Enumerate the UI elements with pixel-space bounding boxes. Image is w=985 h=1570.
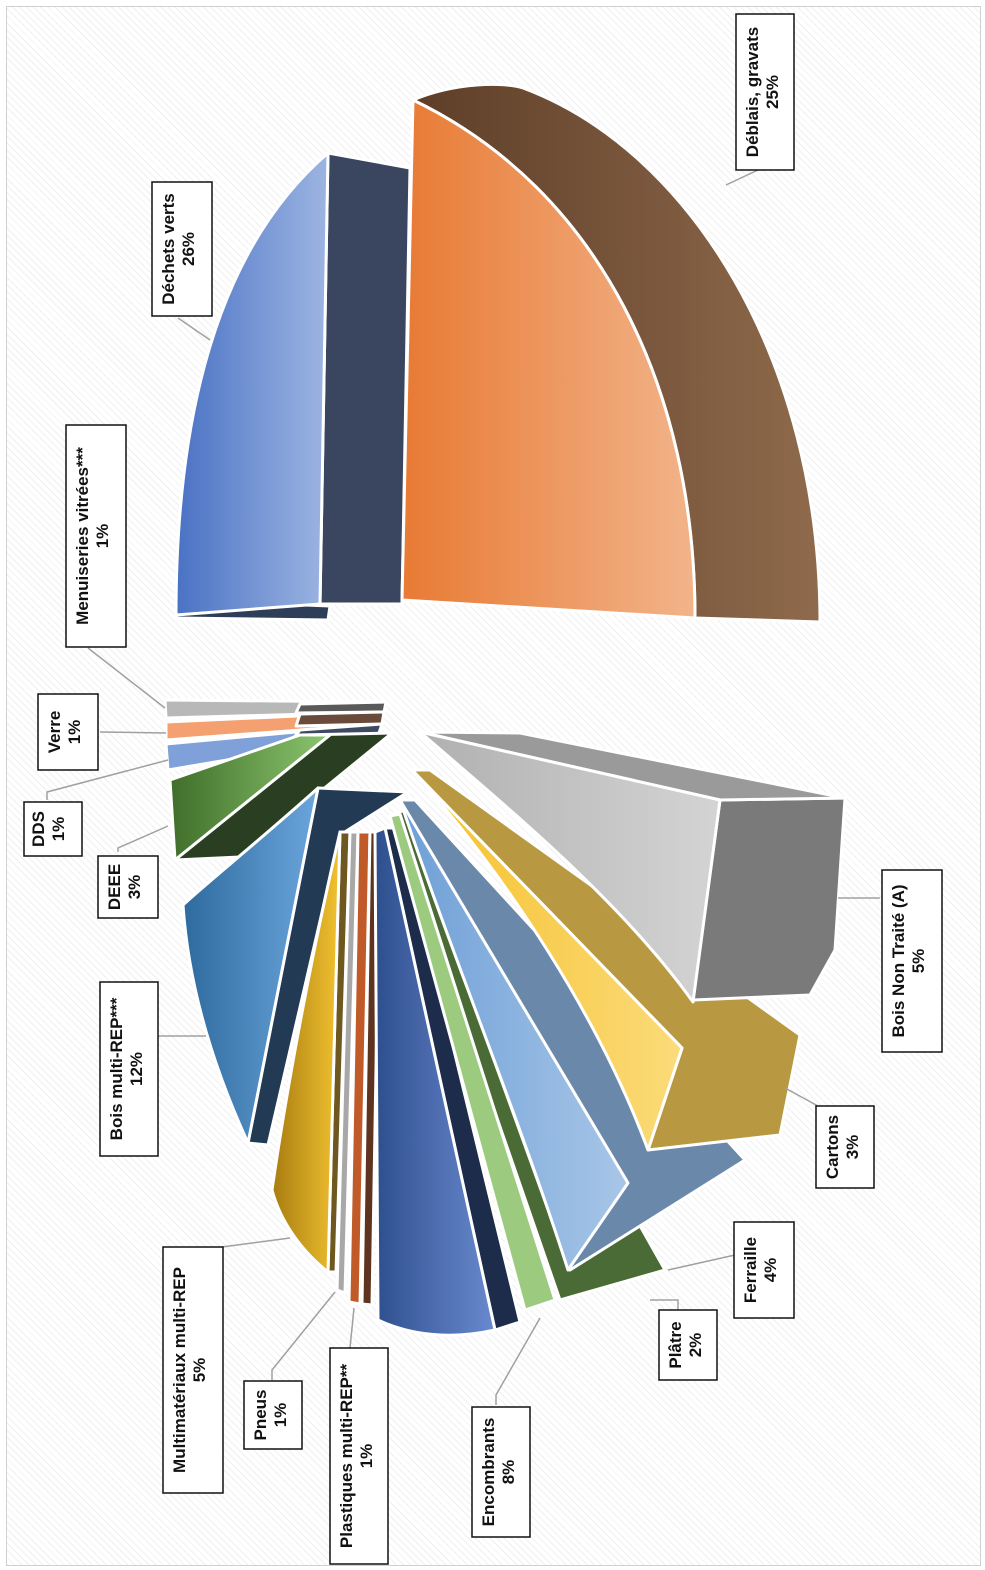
label-deee-value: 3%: [125, 875, 144, 900]
leader-lines: [46, 169, 880, 1405]
label-deblais-gravats: Déblais, gravats 25%: [735, 13, 795, 171]
label-bois-non-traite-name: Bois Non Traité (A): [889, 884, 908, 1037]
label-deee: DEEE 3%: [97, 855, 159, 919]
label-pneus-name: Pneus: [251, 1389, 270, 1440]
label-dds: DDS 1%: [23, 801, 83, 857]
leader-dechets-verts: [177, 317, 211, 341]
label-platre-value: 2%: [686, 1333, 705, 1358]
label-ferraille-name: Ferraille: [741, 1237, 760, 1303]
label-verre-name: Verre: [45, 711, 64, 754]
slice-platre: [388, 812, 557, 1312]
slice-group-top: [174, 82, 822, 624]
slice-deblais-gravats: [400, 98, 697, 620]
label-pneus: Pneus 1%: [243, 1380, 303, 1450]
leader-deblais-gravats: [725, 169, 759, 186]
label-bois-multi-rep-name: Bois multi-REP***: [107, 997, 126, 1140]
leader-pneus: [271, 1291, 336, 1380]
label-dechets-verts-name: Déchets verts: [159, 193, 178, 305]
label-plastiques-multi-rep: Plastiques multi-REP** 1%: [329, 1347, 389, 1565]
label-multimateriaux: Multimatériaux multi-REP 5%: [162, 1246, 224, 1494]
label-deblais-gravats-value: 25%: [763, 75, 782, 109]
label-dds-name: DDS: [29, 811, 48, 847]
leader-menuiseries-vitrees: [87, 647, 166, 709]
slice-bois-non-traite: [418, 730, 722, 1004]
label-ferraille: Ferraille 4%: [733, 1221, 795, 1319]
leader-dds: [46, 759, 169, 800]
label-deblais-gravats-name: Déblais, gravats: [743, 27, 762, 157]
label-cartons-value: 3%: [843, 1135, 862, 1160]
leader-verre: [99, 731, 167, 734]
label-multimateriaux-value: 5%: [190, 1358, 209, 1383]
slice-deee-side: [173, 731, 394, 862]
label-bois-multi-rep-value: 12%: [127, 1052, 146, 1086]
leader-encombrants: [495, 1317, 541, 1405]
leader-plastiques: [349, 1307, 355, 1349]
slice-multimateriaux: [270, 830, 342, 1274]
slice-ferraille: [398, 798, 630, 1272]
data-labels: Déblais, gravats 25% Déchets verts 26% M…: [23, 13, 943, 1565]
leader-deee: [117, 825, 169, 852]
label-encombrants-value: 8%: [499, 1460, 518, 1485]
slice-bois-multi-rep: [181, 786, 320, 1145]
slice-dechets-verts-side: [318, 151, 412, 606]
leader-multimateriaux: [221, 1237, 291, 1248]
label-bois-multi-rep: Bois multi-REP*** 12%: [99, 981, 159, 1157]
leader-cartons: [784, 1087, 819, 1107]
slice-dechets-verts: [174, 151, 330, 617]
label-menuiseries-vitrees-name: Menuiseries vitrées***: [73, 447, 92, 625]
slice-plastiques-multi-rep: [347, 830, 372, 1306]
label-platre: Plâtre 2%: [658, 1309, 718, 1381]
label-dechets-verts-value: 26%: [179, 232, 198, 266]
label-verre-value: 1%: [65, 720, 84, 745]
leader-ferraille: [667, 1254, 736, 1271]
label-cartons: Cartons 3%: [815, 1105, 875, 1189]
slice-group-bottom: [163, 698, 847, 1337]
label-verre: Verre 1%: [37, 693, 99, 771]
label-bois-non-traite: Bois Non Traité (A) 5%: [881, 869, 943, 1053]
label-encombrants-name: Encombrants: [479, 1418, 498, 1527]
label-multimateriaux-name: Multimatériaux multi-REP: [170, 1267, 189, 1473]
label-bois-non-traite-value: 5%: [909, 949, 928, 974]
label-plastiques-multi-rep-name: Plastiques multi-REP**: [337, 1364, 356, 1549]
label-menuiseries-vitrees-value: 1%: [93, 524, 112, 549]
slice-encombrants: [373, 826, 497, 1337]
label-menuiseries-vitrees: Menuiseries vitrées*** 1%: [65, 424, 127, 648]
label-dds-value: 1%: [49, 817, 68, 842]
label-ferraille-value: 4%: [761, 1258, 780, 1283]
label-plastiques-multi-rep-value: 1%: [357, 1444, 376, 1469]
slice-pneus: [335, 830, 360, 1295]
label-pneus-value: 1%: [271, 1403, 290, 1428]
label-platre-name: Plâtre: [666, 1321, 685, 1368]
label-deee-name: DEEE: [105, 864, 124, 910]
slice-cartons: [410, 768, 684, 1152]
label-encombrants: Encombrants 8%: [471, 1406, 531, 1538]
label-dechets-verts: Déchets verts 26%: [151, 181, 213, 317]
label-cartons-name: Cartons: [823, 1115, 842, 1179]
